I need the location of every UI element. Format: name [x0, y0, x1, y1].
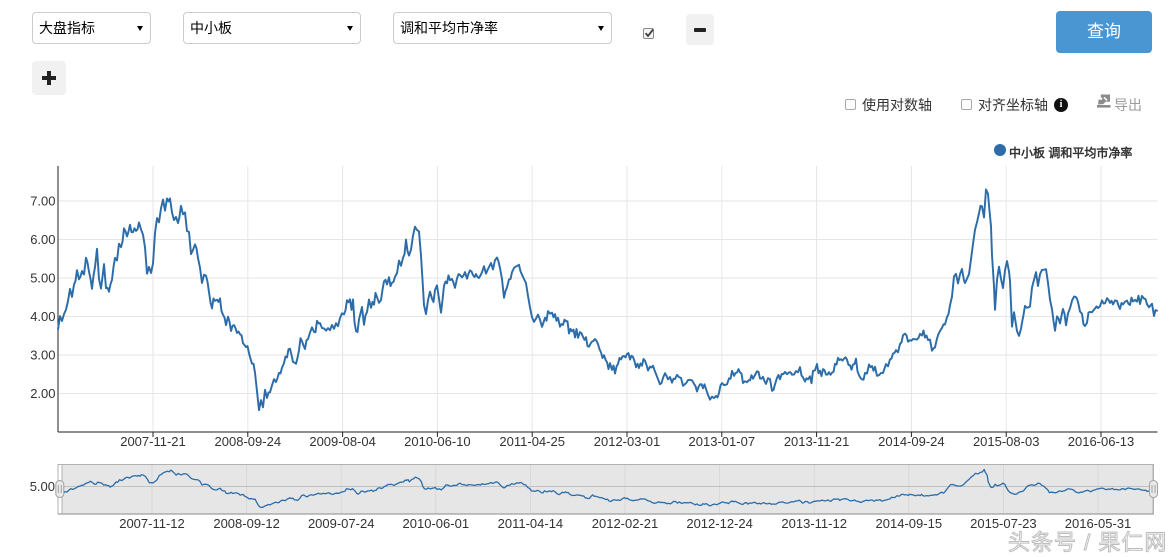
svg-text:2014-09-24: 2014-09-24	[878, 434, 945, 449]
svg-text:2013-01-07: 2013-01-07	[689, 434, 756, 449]
svg-text:6.00: 6.00	[30, 232, 55, 247]
svg-text:3.00: 3.00	[30, 348, 55, 363]
svg-text:2015-08-03: 2015-08-03	[973, 434, 1040, 449]
svg-text:2010-06-10: 2010-06-10	[404, 434, 471, 449]
svg-text:2010-06-01: 2010-06-01	[403, 516, 470, 531]
svg-text:2015-07-23: 2015-07-23	[970, 516, 1037, 531]
svg-text:4.00: 4.00	[30, 309, 55, 324]
svg-text:2008-09-24: 2008-09-24	[215, 434, 282, 449]
svg-text:2011-04-14: 2011-04-14	[498, 516, 564, 531]
svg-text:2007-11-12: 2007-11-12	[119, 516, 185, 531]
svg-text:2.00: 2.00	[30, 386, 55, 401]
svg-text:2011-04-25: 2011-04-25	[499, 434, 565, 449]
svg-text:2012-03-01: 2012-03-01	[594, 434, 661, 449]
svg-text:2009-08-04: 2009-08-04	[309, 434, 376, 449]
svg-text:2012-12-24: 2012-12-24	[686, 516, 753, 531]
svg-text:2016-06-13: 2016-06-13	[1068, 434, 1135, 449]
svg-text:5.00: 5.00	[30, 479, 55, 494]
svg-text:2009-07-24: 2009-07-24	[308, 516, 375, 531]
svg-text:5.00: 5.00	[30, 271, 55, 286]
svg-text:2007-11-21: 2007-11-21	[120, 434, 186, 449]
svg-text:2013-11-12: 2013-11-12	[781, 516, 847, 531]
svg-text:2014-09-15: 2014-09-15	[876, 516, 943, 531]
svg-text:2016-05-31: 2016-05-31	[1065, 516, 1132, 531]
svg-text:2013-11-21: 2013-11-21	[784, 434, 850, 449]
svg-text:2008-09-12: 2008-09-12	[213, 516, 280, 531]
svg-text:2012-02-21: 2012-02-21	[592, 516, 659, 531]
svg-text:7.00: 7.00	[30, 194, 55, 209]
